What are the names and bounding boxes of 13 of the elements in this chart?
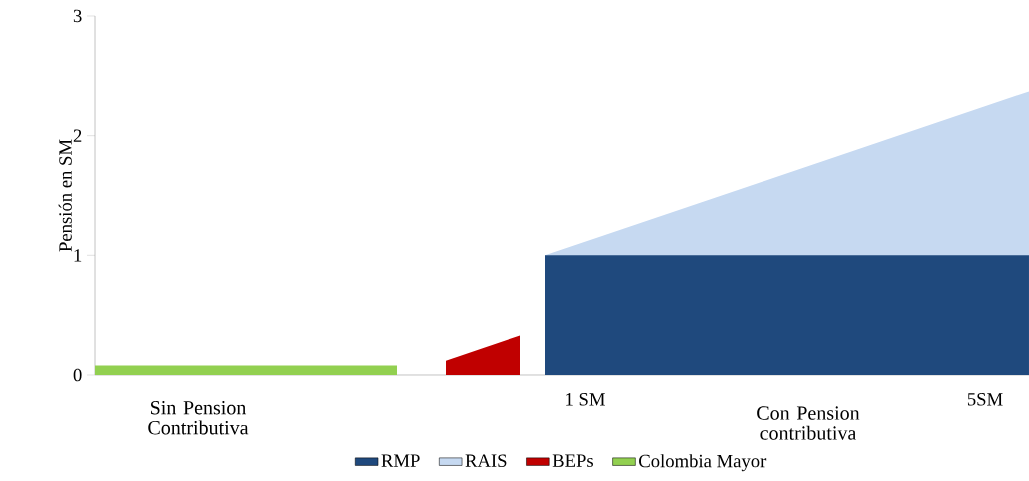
x-tick-label: 1 SM (566, 393, 605, 406)
y-axis-title: Pensión en SM (58, 139, 72, 252)
y-tick-label: 3 (73, 9, 82, 23)
legend-label: Colombia Mayor (639, 454, 767, 472)
legend-label: RAIS (465, 454, 507, 468)
legend-label: BEPs (552, 454, 593, 467)
text: Sin Pension Contributiva (148, 401, 249, 435)
y-tick-label: 0 (73, 368, 82, 382)
x-tick-label: 5SM (967, 393, 1003, 406)
legend-label: RMP (381, 454, 420, 467)
y-tick-label: 1 (74, 249, 82, 262)
text: Con Pension contributiva (757, 406, 860, 440)
y-tick-label: 2 (73, 129, 82, 142)
